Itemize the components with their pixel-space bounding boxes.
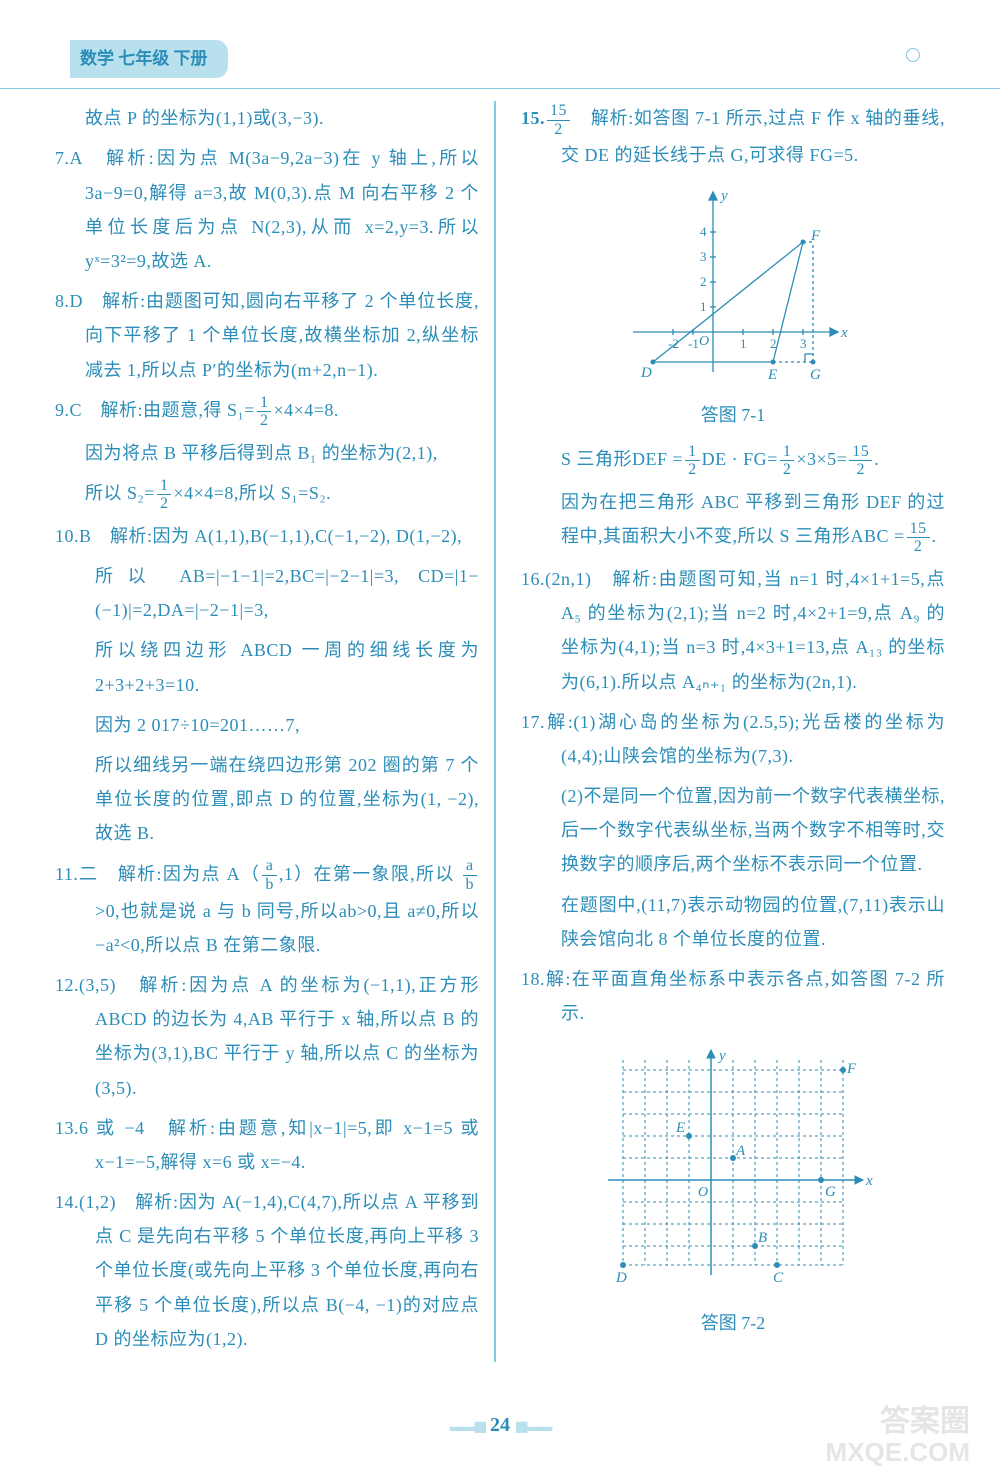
item-8: 8.D 解析:由题图可知,圆向右平移了 2 个单位长度,向下平移了 1 个单位长… xyxy=(55,284,479,387)
svg-text:1: 1 xyxy=(740,336,747,351)
item-17-line3: 在题图中,(11,7)表示动物园的位置,(7,11)表示山陕会馆向北 8 个单位… xyxy=(521,888,945,956)
fraction-half-4: 12 xyxy=(780,443,795,479)
item-6-continued: 故点 P 的坐标为(1,1)或(3,−3). xyxy=(55,101,479,135)
item-9: 9.C 解析:由题意,得 S₁=12×4×4=8. xyxy=(55,393,479,430)
right-column: 15.152 解析:如答图 7-1 所示,过点 F 作 x 轴的垂线,交 DE … xyxy=(516,101,945,1362)
item-15-l2-pre: 因为在把三角形 ABC 平移到三角形 DEF 的过程中,其面积大小不变,所以 S… xyxy=(561,492,945,546)
svg-text:E: E xyxy=(767,367,777,382)
footer-deco-left: ▬▬▮▮ xyxy=(450,1420,485,1435)
eq-mid1: DE · FG= xyxy=(702,449,778,469)
item-15-text: 解析:如答图 7-1 所示,过点 F 作 x 轴的垂线,交 DE 的延长线于点 … xyxy=(561,108,945,165)
page-number: 24 xyxy=(490,1414,510,1436)
svg-text:D: D xyxy=(615,1270,627,1286)
svg-text:y: y xyxy=(717,1048,726,1064)
item-10: 10.B 解析:因为 A(1,1),B(−1,1),C(−1,−2), D(1,… xyxy=(55,519,479,553)
svg-text:1: 1 xyxy=(700,299,707,314)
item-9-post: ×4×4=8. xyxy=(273,400,338,420)
item-10-line4: 因为 2 017÷10=201……7, xyxy=(55,708,479,742)
fraction-half-2: 12 xyxy=(157,477,172,513)
item-14: 14.(1,2) 解析:因为 A(−1,4),C(4,7),所以点 A 平移到点… xyxy=(55,1185,479,1356)
item-11-pre: 11.二 解析:因为点 A（ xyxy=(55,864,260,884)
fraction-15-2-b: 152 xyxy=(849,443,872,479)
item-10-line5: 所以细线另一端在绕四边形第 202 圈的第 7 个单位长度的位置,即点 D 的位… xyxy=(55,748,479,851)
item-15-equation: S 三角形DEF =12DE · FG=12×3×5=152. xyxy=(521,442,945,479)
figure-7-2: O x y D C B E A F G 答图 7-2 xyxy=(521,1040,945,1339)
watermark-cn: 答案圈 xyxy=(826,1405,970,1438)
footer-deco-right: ▮▮▬▬ xyxy=(515,1420,550,1435)
item-10-line2: 所以 AB=|−1−1|=2,BC=|−2−1|=3, CD=|1−(−1)|=… xyxy=(55,559,479,627)
figure-7-1-caption: 答图 7-1 xyxy=(521,398,945,432)
item-12: 12.(3,5) 解析:因为点 A 的坐标为(−1,1),正方形 ABCD 的边… xyxy=(55,968,479,1105)
svg-text:F: F xyxy=(846,1061,857,1077)
svg-text:B: B xyxy=(758,1230,767,1246)
svg-text:3: 3 xyxy=(800,336,807,351)
watermark: 答案圈 MXQE.COM xyxy=(826,1405,970,1467)
svg-text:G: G xyxy=(825,1184,836,1200)
fraction-a-b-1: ab xyxy=(262,857,277,893)
svg-text:F: F xyxy=(810,228,821,244)
item-15-num: 15. xyxy=(521,108,545,128)
svg-text:C: C xyxy=(773,1270,784,1286)
item-9-l3-post: ×4×4=8,所以 S₁=S₂. xyxy=(173,483,331,503)
item-9-line3: 所以 S₂=12×4×4=8,所以 S₁=S₂. xyxy=(55,476,479,513)
fraction-half-1: 12 xyxy=(257,394,272,430)
svg-text:A: A xyxy=(735,1143,746,1159)
fraction-15-2-a: 152 xyxy=(547,102,570,138)
eq-mid2: ×3×5= xyxy=(796,449,847,469)
watermark-en: MXQE.COM xyxy=(826,1438,970,1467)
item-7: 7.A 解析:因为点 M(3a−9,2a−3)在 y 轴上,所以 3a−9=0,… xyxy=(55,141,479,278)
item-17-line2: (2)不是同一个位置,因为前一个数字代表横坐标,后一个数字代表纵坐标,当两个数字… xyxy=(521,779,945,882)
svg-text:O: O xyxy=(698,1185,708,1200)
eq-pre: S 三角形DEF = xyxy=(561,449,683,469)
svg-text:2: 2 xyxy=(700,274,707,289)
main-content: 故点 P 的坐标为(1,1)或(3,−3). 7.A 解析:因为点 M(3a−9… xyxy=(0,89,1000,1362)
header-title: 数学 七年级 下册 xyxy=(70,40,228,78)
fraction-half-3: 12 xyxy=(685,443,700,479)
item-15-l2-post: . xyxy=(932,526,937,546)
fraction-15-2-c: 152 xyxy=(907,520,930,556)
svg-text:E: E xyxy=(675,1120,685,1136)
figure-7-1: O x y -2 -1 1 2 3 1 2 3 4 D E G F 答图 7-1 xyxy=(521,182,945,431)
fraction-a-b-2: ab xyxy=(463,857,478,893)
item-10-line3: 所以绕四边形 ABCD 一周的细线长度为 2+3+2+3=10. xyxy=(55,633,479,701)
svg-text:O: O xyxy=(699,334,709,349)
item-18: 18.解:在平面直角坐标系中表示各点,如答图 7-2 所示. xyxy=(521,962,945,1030)
svg-text:x: x xyxy=(840,325,848,341)
item-16: 16.(2n,1) 解析:由题图可知,当 n=1 时,4×1+1=5,点 A₅ … xyxy=(521,562,945,699)
svg-text:G: G xyxy=(810,367,821,382)
item-9-pre: 9.C 解析:由题意,得 S₁= xyxy=(55,400,255,420)
item-15-line2: 因为在把三角形 ABC 平移到三角形 DEF 的过程中,其面积大小不变,所以 S… xyxy=(521,485,945,556)
eq-post: . xyxy=(874,449,879,469)
left-column: 故点 P 的坐标为(1,1)或(3,−3). 7.A 解析:因为点 M(3a−9… xyxy=(55,101,496,1362)
item-13: 13.6 或 −4 解析:由题意,知|x−1|=5,即 x−1=5 或 x−1=… xyxy=(55,1111,479,1179)
page-header: 数学 七年级 下册 xyxy=(0,0,1000,89)
svg-text:4: 4 xyxy=(700,224,707,239)
header-decoration xyxy=(906,48,920,62)
svg-text:2: 2 xyxy=(770,336,777,351)
item-11-post: ,1）在第一象限,所以 xyxy=(279,864,461,884)
svg-text:3: 3 xyxy=(700,249,707,264)
item-11-l2: >0,也就是说 a 与 b 同号,所以ab>0,且 a≠0,所以−a²<0,所以… xyxy=(95,901,479,955)
svg-text:D: D xyxy=(640,365,652,381)
figure-7-2-caption: 答图 7-2 xyxy=(521,1306,945,1340)
item-17: 17.解:(1)湖心岛的坐标为(2.5,5);光岳楼的坐标为(4,4);山陕会馆… xyxy=(521,705,945,773)
svg-text:-1: -1 xyxy=(688,336,699,351)
svg-text:y: y xyxy=(719,188,728,204)
item-15: 15.152 解析:如答图 7-1 所示,过点 F 作 x 轴的垂线,交 DE … xyxy=(521,101,945,172)
svg-text:x: x xyxy=(865,1173,873,1189)
item-11: 11.二 解析:因为点 A（ab,1）在第一象限,所以 ab>0,也就是说 a … xyxy=(55,857,479,962)
svg-text:-2: -2 xyxy=(668,336,679,351)
item-9-l3-pre: 所以 S₂= xyxy=(85,483,155,503)
item-9-line2: 因为将点 B 平移后得到点 B₁ 的坐标为(2,1), xyxy=(55,436,479,470)
